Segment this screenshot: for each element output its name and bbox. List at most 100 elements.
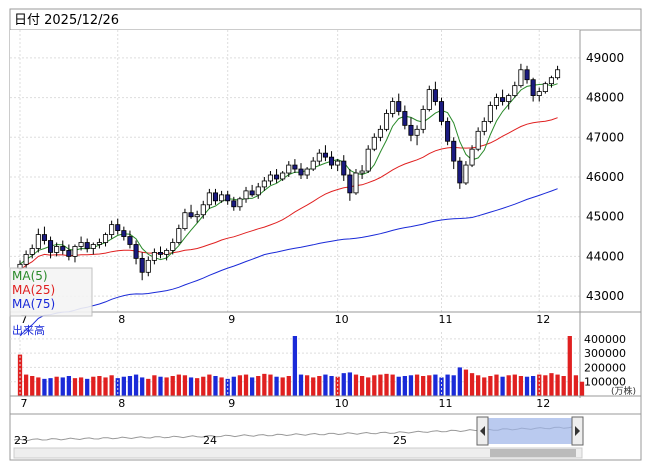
- volume-bar: [109, 375, 114, 396]
- candle-down-body: [329, 156, 335, 166]
- candle: [66, 244, 72, 261]
- candle: [408, 117, 414, 142]
- volume-bar: [256, 376, 261, 396]
- volume-bar: [54, 376, 59, 396]
- candle: [249, 184, 255, 197]
- volume-unit: (万株): [611, 385, 636, 397]
- volume-bar: [353, 374, 359, 396]
- candle-up-body: [182, 212, 188, 230]
- price-x-tick-label: 10: [335, 313, 349, 326]
- candle: [255, 182, 261, 199]
- candle-up-body: [90, 244, 96, 249]
- volume-bar: [23, 374, 29, 396]
- candle: [23, 250, 29, 269]
- navigator-year-label: 25: [393, 434, 407, 447]
- candle-up-body: [237, 198, 243, 208]
- volume-bar: [567, 336, 572, 396]
- volume-bar: [225, 378, 230, 396]
- candle: [420, 105, 426, 134]
- volume-bar: [60, 377, 65, 396]
- volume-bar: [530, 376, 536, 396]
- volume-bar: [329, 376, 334, 396]
- volume-bar: [518, 376, 524, 396]
- date-label: 日付 2025/12/26: [14, 13, 119, 28]
- candle: [548, 75, 554, 88]
- candle-up-body: [377, 128, 383, 138]
- ma-legend-box: [9, 267, 93, 317]
- candle-up-body: [536, 91, 542, 96]
- volume-bar: [573, 375, 579, 396]
- candle-up-body: [316, 152, 322, 162]
- volume-bar: [445, 374, 450, 396]
- candle: [231, 196, 237, 211]
- candle: [402, 105, 408, 130]
- volume-bar: [268, 374, 273, 396]
- candle-up-body: [414, 128, 420, 136]
- volume-bar: [476, 375, 481, 396]
- candle: [102, 232, 109, 247]
- candle-down-body: [133, 244, 139, 259]
- legend-ma5: MA(5): [12, 269, 48, 283]
- candle: [60, 240, 66, 255]
- candle: [359, 165, 365, 179]
- candle: [438, 97, 445, 126]
- candle-up-body: [555, 69, 561, 79]
- candle: [310, 157, 316, 172]
- volume-bar: [103, 377, 108, 396]
- candle-up-body: [286, 164, 292, 174]
- volume-bar: [243, 374, 249, 396]
- candle-down-body: [451, 140, 457, 162]
- volume-bar: [42, 378, 47, 396]
- candle: [506, 93, 512, 110]
- candle-down-body: [225, 194, 231, 202]
- volume-bar: [463, 369, 469, 396]
- candle-up-body: [506, 95, 512, 102]
- candle-up-body: [72, 246, 78, 257]
- price-tick-label: 46000: [586, 170, 624, 184]
- candle-down-body: [292, 164, 298, 170]
- volume-bar: [378, 374, 383, 396]
- candle-up-body: [54, 246, 60, 253]
- candle: [41, 226, 47, 245]
- volume-bar: [78, 377, 84, 396]
- candle: [194, 210, 200, 223]
- candle-down-body: [84, 242, 90, 249]
- candle: [292, 159, 298, 174]
- candle-up-body: [359, 170, 365, 174]
- price-tick-label: 49000: [586, 51, 624, 65]
- candle-down-body: [127, 236, 133, 245]
- price-tick-label: 43000: [586, 289, 624, 303]
- volume-bar: [115, 378, 120, 396]
- volume-bar: [524, 376, 530, 396]
- candle: [96, 238, 102, 249]
- candle: [29, 244, 35, 259]
- candle-down-body: [341, 160, 347, 176]
- candle-up-body: [151, 252, 157, 261]
- price-tick-label: 47000: [586, 130, 624, 144]
- volume-bar: [72, 378, 78, 396]
- volume-tick-label: 300000: [584, 347, 626, 360]
- volume-x-tick-label: 10: [335, 397, 349, 410]
- volume-bar: [262, 373, 267, 396]
- volume-label: 出来高: [12, 323, 45, 337]
- candle-up-body: [426, 89, 432, 110]
- volume-bar: [500, 376, 505, 396]
- candle: [481, 117, 487, 136]
- navigator-panel[interactable]: 23 24 25: [10, 413, 641, 459]
- candle-up-body: [548, 77, 554, 85]
- candle: [341, 155, 347, 181]
- volume-bar: [298, 374, 304, 396]
- candle: [182, 208, 188, 231]
- candle: [170, 238, 176, 255]
- candle-up-body: [542, 83, 548, 93]
- candle: [335, 159, 341, 172]
- volume-bar: [286, 376, 291, 396]
- candle-up-body: [78, 242, 84, 247]
- volume-bar: [170, 376, 175, 396]
- candle-up-body: [420, 109, 426, 130]
- volume-bar: [372, 375, 377, 396]
- candle-down-body: [500, 97, 506, 102]
- navigator-year-label: 24: [203, 434, 217, 447]
- candle: [219, 190, 225, 203]
